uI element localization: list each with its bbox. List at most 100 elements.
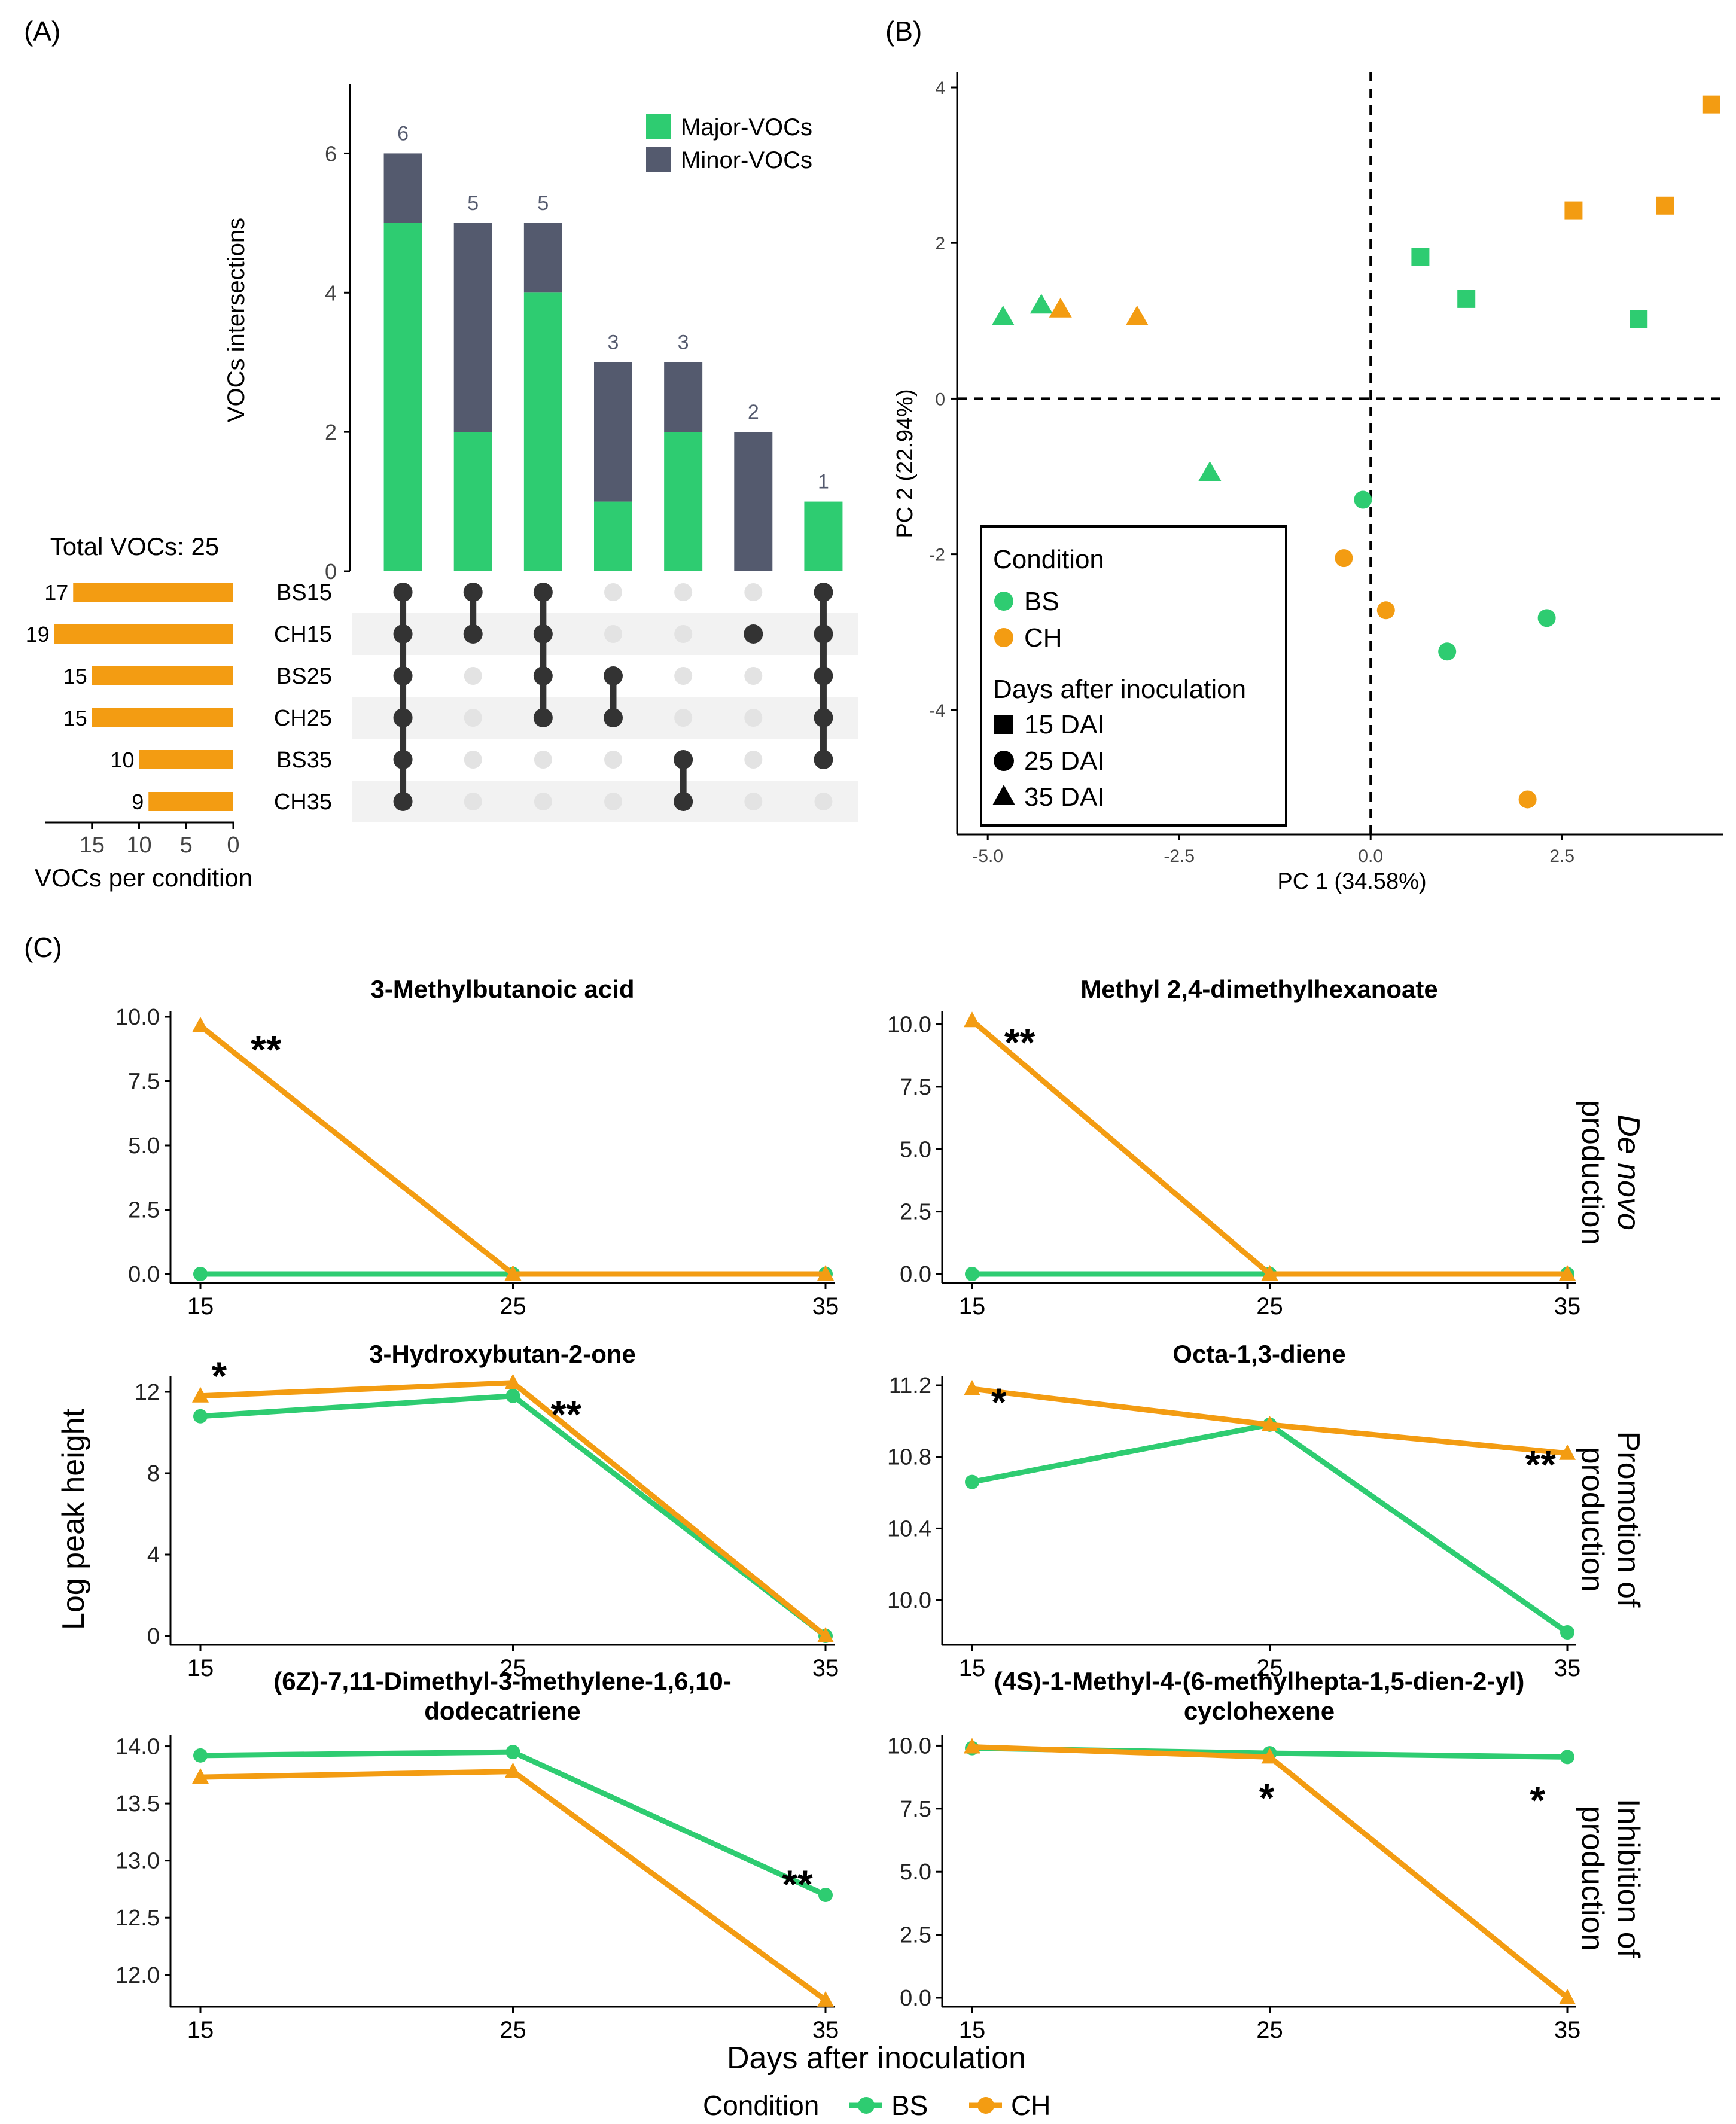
pca-xtick-label: 0.0 — [1358, 846, 1383, 866]
pca-ytick-label: 4 — [935, 78, 945, 98]
series-point-ch — [817, 1627, 834, 1642]
bar-total-label: 2 — [748, 401, 759, 423]
line-panel-ytick-label: 10.8 — [887, 1445, 931, 1470]
line-panel-title: (6Z)-7,11-Dimethyl-3-methylene-1,6,10- — [273, 1667, 732, 1695]
line-panel-ytick-label: 14.0 — [115, 1735, 160, 1760]
bar-total-label: 3 — [678, 331, 689, 354]
line-panel-ytick-label: 2.5 — [900, 1200, 931, 1225]
line-panel-xtick-label: 35 — [812, 1293, 839, 1319]
matrix-dot-off — [604, 583, 622, 601]
legend-key-major — [646, 114, 671, 139]
panel-c-legend-ch-label: CH — [1011, 2090, 1050, 2121]
line-panel-ytick-label: 7.5 — [900, 1797, 931, 1822]
bar-major — [594, 501, 632, 571]
bar-major — [383, 223, 422, 571]
set-size-label: 9 — [132, 790, 144, 814]
line-panel-xtick-label: 35 — [812, 2017, 839, 2043]
matrix-dot-on — [814, 624, 833, 644]
line-panel-ytick-label: 10.0 — [115, 1005, 160, 1030]
pca-legend-days-title: Days after inoculation — [993, 675, 1246, 704]
matrix-dot-on — [393, 666, 413, 685]
line-panel-xtick-label: 25 — [500, 1655, 526, 1681]
panel-label-b: (B) — [885, 16, 922, 47]
row-label-inhibition-2: production — [1575, 1806, 1610, 1951]
line-panel-ytick-label: 10.0 — [887, 1588, 931, 1613]
set-size-tick-label: 0 — [227, 833, 239, 858]
line-panel-title-line2: dodecatriene — [424, 1697, 580, 1725]
pca-point-15dai — [1702, 95, 1720, 114]
matrix-dot-on — [814, 666, 833, 685]
line-panel-title-line2: cyclohexene — [1184, 1697, 1335, 1725]
pca-point-15dai — [1411, 248, 1430, 266]
panel-c-legend-bs-key — [858, 2097, 875, 2114]
significance-marker: * — [991, 1380, 1007, 1424]
set-size-bar — [54, 624, 233, 644]
pca-legend-ch-key — [994, 628, 1013, 647]
set-size-xlabel: VOCs per condition — [35, 864, 252, 892]
row-label-de-novo: De novo — [1611, 1114, 1646, 1230]
upset-ytick-label: 0 — [325, 559, 337, 584]
line-panel-ytick-label: 4 — [147, 1543, 160, 1568]
matrix-dot-on — [533, 583, 553, 602]
pca-legend-condition-title: Condition — [993, 545, 1104, 574]
pca-xlabel: PC 1 (34.58%) — [1277, 869, 1426, 894]
line-panel-ytick-label: 13.5 — [115, 1791, 160, 1817]
upset-ylabel: VOCs intersections — [223, 218, 249, 422]
matrix-dot-on — [674, 750, 693, 769]
matrix-dot-off — [534, 751, 552, 769]
pca-point-25dai — [1376, 601, 1395, 620]
line-panel-ytick-label: 12.0 — [115, 1963, 160, 1988]
series-line-ch — [200, 1380, 827, 1638]
row-label-de-novo-2: production — [1575, 1100, 1610, 1245]
panel-c-legend-title: Condition — [703, 2090, 819, 2121]
pca-point-25dai — [1537, 609, 1556, 627]
pca-ytick-label: -2 — [929, 546, 945, 565]
series-point-ch — [964, 1379, 980, 1395]
line-panel-ytick-label: 8 — [147, 1461, 160, 1486]
set-size-label: 19 — [26, 622, 50, 647]
bar-total-label: 6 — [397, 122, 409, 145]
series-point-ch — [504, 1373, 522, 1389]
significance-marker: * — [212, 1354, 227, 1398]
set-size-label: 17 — [44, 580, 68, 605]
pca-xtick-label: -5.0 — [972, 846, 1003, 866]
pca-legend-ch-label: CH — [1024, 623, 1062, 653]
set-label: BS15 — [276, 580, 332, 605]
matrix-dot-off — [604, 793, 622, 810]
matrix-dot-off — [744, 751, 763, 769]
upset-ytick-label: 2 — [325, 420, 337, 444]
pca-legend-15dai: 15 DAI — [1024, 710, 1105, 739]
bar-major — [453, 432, 492, 571]
bar-total-label: 3 — [608, 331, 619, 354]
line-panel-xtick-label: 35 — [1554, 1293, 1581, 1319]
pca-point-25dai — [1518, 790, 1537, 809]
set-size-tick-label: 15 — [80, 833, 105, 858]
set-label: CH25 — [274, 706, 332, 731]
line-panel-title: (4S)-1-Methyl-4-(6-methylhepta-1,5-dien-… — [994, 1667, 1525, 1695]
matrix-dot-off — [674, 583, 693, 601]
series-point-ch — [192, 1768, 209, 1784]
bar-minor — [734, 432, 773, 571]
bar-major — [804, 501, 843, 571]
series-point-bs — [193, 1409, 208, 1424]
series-point-bs — [193, 1267, 208, 1281]
panel-label-a: (A) — [24, 16, 60, 47]
pca-point-35dai — [1198, 461, 1222, 482]
series-point-ch — [1559, 1989, 1576, 2004]
series-point-ch — [817, 1991, 834, 2007]
line-panel-ytick-label: 12.5 — [115, 1906, 160, 1931]
bar-minor — [664, 362, 703, 432]
line-panel-xtick-label: 25 — [1256, 2017, 1283, 2043]
matrix-dot-off — [744, 709, 763, 727]
matrix-dot-on — [604, 666, 623, 685]
pca-point-35dai — [1049, 297, 1072, 318]
matrix-dot-off — [744, 667, 763, 685]
line-panel-xtick-label: 25 — [500, 2017, 526, 2043]
series-point-ch — [964, 1738, 980, 1754]
line-panel-xtick-label: 15 — [959, 1655, 986, 1681]
line-plots: 3-Methylbutanoic acid 0.0 2.5 5.0 7.5 10.0 15 2… — [115, 975, 1580, 2043]
set-label: BS35 — [276, 748, 332, 773]
panel-c-ylabel: Log peak height — [56, 1408, 91, 1630]
series-line-ch — [970, 1018, 1567, 1277]
legend-label-minor: Minor-VOCs — [681, 147, 812, 173]
